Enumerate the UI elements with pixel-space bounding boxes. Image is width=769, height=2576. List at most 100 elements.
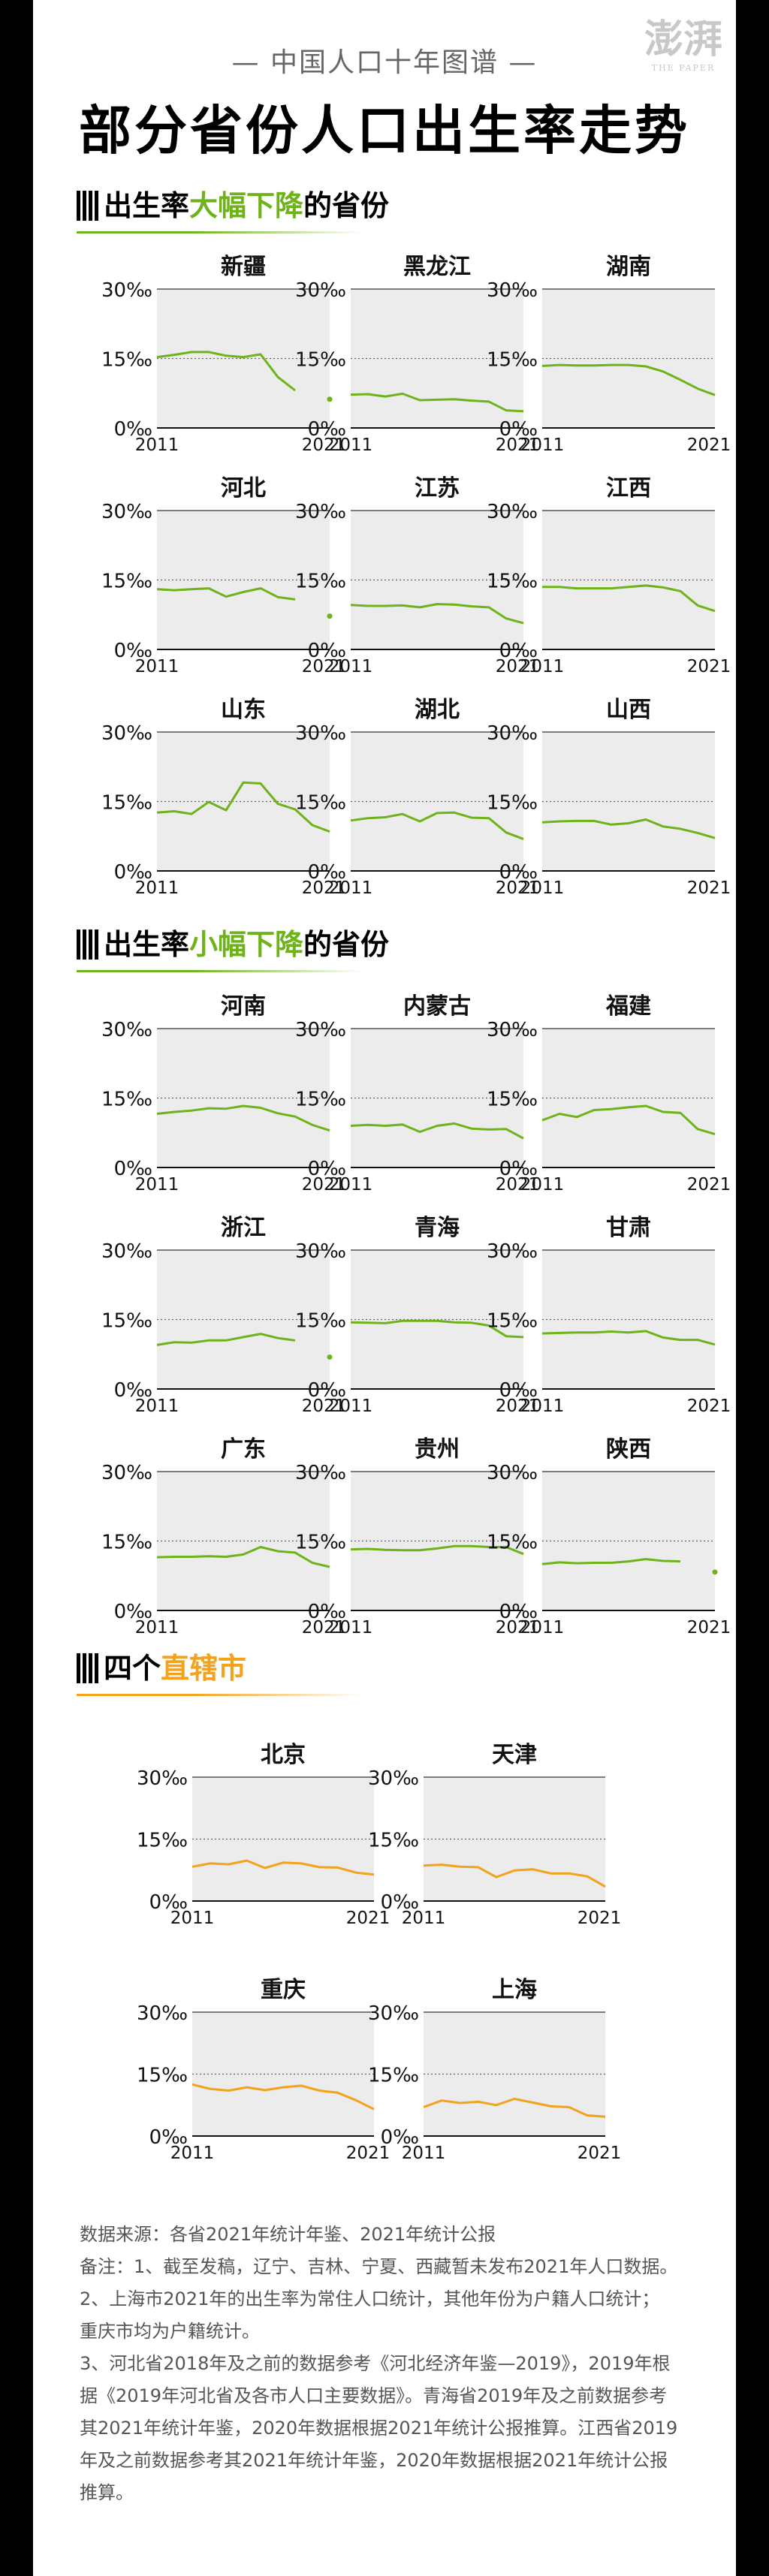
y-tick-label: 30‰ [368, 2002, 419, 2025]
chart-title: 上海 [492, 1977, 537, 2003]
x-tick-label-start: 2011 [135, 657, 179, 676]
chart-title: 江苏 [415, 475, 460, 502]
y-tick-label: 0‰ [149, 2126, 188, 2149]
chart-title: 内蒙古 [403, 993, 471, 1020]
barcode-icon [77, 191, 99, 221]
chart-title: 贵州 [415, 1436, 460, 1463]
y-tick-label: 0‰ [499, 1158, 538, 1180]
y-tick-label: 0‰ [114, 861, 152, 884]
y-tick-label: 0‰ [114, 418, 152, 441]
x-tick-label-end: 2021 [302, 878, 346, 898]
x-tick-label-end: 2021 [496, 1618, 540, 1637]
series-line [350, 1319, 524, 1339]
series-line [423, 2098, 606, 2118]
y-tick-label: 0‰ [499, 1601, 538, 1623]
x-tick-label-end: 2021 [496, 435, 540, 455]
y-tick-label: 30‰ [101, 722, 152, 745]
x-tick-label-start: 2011 [329, 1618, 373, 1637]
x-tick-label-end: 2021 [578, 1909, 622, 1928]
y-tick-label: 0‰ [114, 1379, 152, 1402]
x-tick-label-start: 2011 [329, 657, 373, 676]
y-tick-label: 0‰ [381, 1891, 419, 1914]
y-tick-label: 30‰ [295, 1019, 346, 1041]
x-tick-label-start: 2011 [135, 1396, 179, 1416]
data-point-isolated [327, 1354, 333, 1360]
series-line [350, 392, 524, 413]
series-line [350, 603, 524, 625]
chart-title: 浙江 [221, 1215, 266, 1241]
chart-title: 湖南 [606, 254, 651, 280]
y-tick-label: 30‰ [295, 1462, 346, 1484]
y-tick-label: 0‰ [308, 640, 346, 662]
series-line [541, 1104, 716, 1136]
y-tick-label: 15‰ [137, 1830, 188, 1852]
y-tick-label: 15‰ [101, 1310, 152, 1333]
section-title: 四个直辖市 [104, 1644, 246, 1692]
y-tick-label: 30‰ [101, 501, 152, 523]
y-tick-label: 15‰ [295, 571, 346, 593]
x-tick-label-start: 2011 [329, 1396, 373, 1416]
note-line: 数据来源：各省2021年统计年鉴、2021年统计公报 [80, 2224, 496, 2245]
x-tick-label-end: 2021 [687, 878, 731, 898]
x-tick-label-end: 2021 [496, 878, 540, 898]
section-title: 出生率大幅下降的省份 [104, 182, 389, 230]
series-line [156, 781, 330, 833]
data-point-isolated [712, 1569, 718, 1575]
y-tick-label: 15‰ [487, 349, 538, 372]
x-tick-label-end: 2021 [687, 435, 731, 455]
x-tick-label-start: 2011 [520, 1618, 565, 1637]
y-tick-label: 30‰ [295, 501, 346, 523]
chart-title: 重庆 [261, 1977, 306, 2003]
x-tick-label-start: 2011 [170, 2144, 215, 2163]
chart-title: 新疆 [221, 254, 266, 280]
chart-title: 青海 [415, 1215, 460, 1241]
series-line [541, 818, 716, 839]
y-tick-label: 0‰ [114, 1158, 152, 1180]
chart-22: 上海 30‰ 15‰ 0‰2011 2021 [368, 1977, 621, 2163]
x-tick-label-start: 2011 [135, 1618, 179, 1637]
barcode-icon [77, 929, 99, 960]
footnotes: 数据来源：各省2021年统计年鉴、2021年统计公报 备注：1、截至发稿，辽宁、… [80, 2219, 703, 2509]
y-tick-label: 15‰ [487, 1089, 538, 1111]
x-tick-label-start: 2011 [329, 435, 373, 455]
y-tick-label: 0‰ [308, 1379, 346, 1402]
note-line: 2、上海市2021年的出生率为常住人口统计，其他年份为户籍人口统计； [80, 2288, 660, 2309]
x-tick-label-start: 2011 [329, 1175, 373, 1195]
chart-title: 甘肃 [606, 1215, 651, 1241]
series-line [423, 1863, 606, 1888]
x-tick-label-start: 2011 [135, 1175, 179, 1195]
logo-text: 澎湃 [644, 17, 722, 62]
y-tick-label: 15‰ [101, 571, 152, 593]
section-title-prefix: 出生率 [104, 928, 190, 961]
series-line [156, 1546, 330, 1568]
chart-title: 江西 [606, 475, 651, 502]
y-tick-label: 0‰ [499, 1379, 538, 1402]
series-line [156, 1104, 330, 1132]
series-line [541, 1558, 681, 1565]
page-title: 部分省份人口出生率走势 [79, 100, 690, 161]
y-tick-label: 15‰ [368, 1830, 419, 1852]
y-tick-label: 15‰ [487, 571, 538, 593]
y-tick-label: 30‰ [101, 1019, 152, 1041]
note-line: 3、河北省2018年及之前的数据参考《河北经济年鉴—2019》，2019年根 [80, 2353, 671, 2374]
y-tick-label: 0‰ [499, 418, 538, 441]
y-tick-label: 30‰ [487, 1240, 538, 1263]
x-tick-label-end: 2021 [302, 1396, 346, 1416]
chart-title: 天津 [492, 1742, 537, 1768]
chart-title: 河北 [221, 475, 266, 502]
section-underline [77, 231, 362, 233]
y-tick-label: 30‰ [137, 2002, 188, 2025]
data-point-isolated [327, 396, 333, 402]
note-line: 年及之前数据参考其2021年统计年鉴，2020年数据根据2021年统计公报 [80, 2450, 668, 2471]
